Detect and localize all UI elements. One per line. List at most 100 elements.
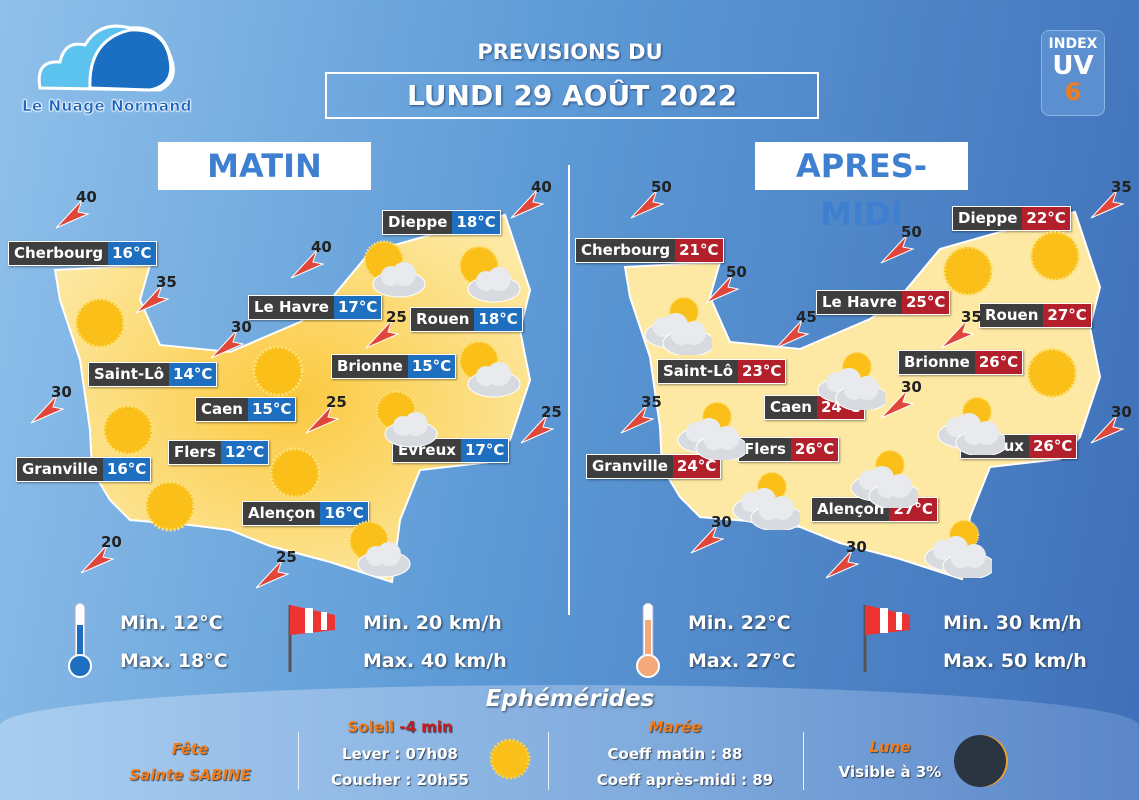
- city-name: Rouen: [980, 304, 1044, 327]
- city-name: Alençon: [243, 502, 321, 525]
- city-name: Dieppe: [383, 211, 453, 234]
- morning-wind-max: Max. 40 km/h: [363, 650, 507, 672]
- afternoon-temp-min: Min. 22°C: [688, 612, 791, 634]
- forecast-date: LUNDI 29 AOÛT 2022: [325, 72, 819, 119]
- wind-speed: 40: [76, 188, 97, 206]
- cloud-sun-icon: [848, 448, 922, 510]
- morning-temp-min: Min. 12°C: [120, 612, 223, 634]
- city-temp: 17°C: [460, 439, 509, 462]
- fete-name: Sainte SABINE: [129, 766, 251, 784]
- city-temp: 16°C: [108, 242, 156, 265]
- cloud-sun-icon: [815, 350, 889, 412]
- divider: [803, 732, 804, 790]
- wind-speed: 30: [51, 383, 72, 401]
- divider: [298, 732, 299, 790]
- city-name: Granville: [17, 458, 103, 481]
- wind-speed: 45: [796, 308, 817, 326]
- cloud-sun-icon: [935, 395, 1009, 457]
- windsock-icon: [288, 605, 335, 672]
- wind-arrow-icon: 40: [507, 178, 567, 232]
- wind-speed: 25: [541, 403, 562, 421]
- city-temp: 22°C: [1022, 207, 1070, 230]
- morning-wind-min: Min. 20 km/h: [363, 612, 502, 634]
- tide-coeff-morning: Coeff matin : 88: [607, 745, 743, 763]
- wind-speed: 50: [726, 263, 747, 281]
- city-name: Flers: [739, 438, 791, 461]
- wind-speed: 50: [901, 223, 922, 241]
- city-temp: 16°C: [320, 502, 368, 525]
- city-temp: 15°C: [247, 398, 296, 421]
- wind-speed: 30: [231, 318, 252, 336]
- morning-title: MATIN: [158, 142, 371, 190]
- sun-cloud-icon: [372, 390, 442, 450]
- city-temp: 21°C: [675, 239, 723, 262]
- city-label: Brionne 15°C: [331, 354, 457, 379]
- wind-arrow-icon: 45: [772, 308, 832, 362]
- city-label: Brionne 26°C: [898, 350, 1024, 375]
- afternoon-title: APRES-MIDI: [755, 142, 968, 233]
- wind-speed: 35: [961, 308, 982, 326]
- city-label: Alençon 16°C: [242, 501, 369, 526]
- maree-label: Marée: [648, 718, 702, 736]
- city-label: Le Havre 17°C: [248, 295, 383, 320]
- sun-icon: [1025, 228, 1095, 288]
- wind-arrow-icon: 30: [687, 513, 747, 567]
- afternoon-temp-max: Max. 27°C: [688, 650, 796, 672]
- city-label: Cherbourg 21°C: [575, 238, 724, 263]
- cloud-sun-icon: [922, 518, 996, 580]
- sun-icon: [938, 243, 1008, 303]
- wind-speed: 40: [531, 178, 552, 196]
- fete-label: Fête: [171, 740, 209, 758]
- wind-speed: 20: [101, 533, 122, 551]
- wind-arrow-icon: 20: [77, 533, 137, 587]
- morning-temp-max: Max. 18°C: [120, 650, 228, 672]
- city-label: Le Havre 25°C: [816, 290, 951, 315]
- city-name: Le Havre: [249, 296, 334, 319]
- city-label: Flers 12°C: [168, 440, 270, 465]
- divider: [568, 165, 570, 615]
- sun-icon: [1022, 345, 1092, 405]
- wind-speed: 35: [641, 393, 662, 411]
- wind-speed: 25: [386, 308, 407, 326]
- wind-arrow-icon: 30: [207, 318, 267, 372]
- sun-icon: [140, 478, 210, 538]
- city-name: Rouen: [411, 308, 475, 331]
- city-temp: 16°C: [102, 458, 151, 481]
- city-name: Cherbourg: [9, 242, 109, 265]
- soleil-label: Soleil: [347, 718, 395, 736]
- uv-index-badge: INDEX UV 6: [1041, 30, 1105, 116]
- wind-arrow-icon: 50: [702, 263, 762, 317]
- forecast-subtitle: PREVISIONS DU: [477, 40, 663, 64]
- wind-arrow-icon: 30: [27, 383, 87, 437]
- sun-icon: [248, 343, 318, 403]
- uv-label: UV: [1052, 51, 1094, 81]
- city-temp: 26°C: [1028, 435, 1077, 458]
- city-label: Rouen 18°C: [410, 307, 523, 332]
- city-temp: 23°C: [738, 360, 786, 383]
- sun-icon: [98, 402, 168, 462]
- uv-label-index: INDEX: [1048, 36, 1098, 52]
- city-name: Granville: [587, 455, 673, 478]
- city-label: Saint-Lô 14°C: [88, 362, 218, 387]
- city-temp: 18°C: [474, 308, 522, 331]
- sun-icon: [489, 738, 531, 780]
- ephemerides-title: Ephémérides: [485, 686, 655, 712]
- sunset: Coucher : 20h55: [330, 771, 469, 789]
- sun-cloud-icon: [345, 520, 415, 580]
- sun-icon: [70, 295, 140, 355]
- city-temp: 12°C: [220, 441, 269, 464]
- wind-speed: 35: [1111, 178, 1132, 196]
- wind-arrow-icon: 30: [877, 378, 937, 432]
- city-name: Brionne: [332, 355, 408, 378]
- city-name: Alençon: [812, 498, 890, 521]
- thermometer-warm-icon: [636, 602, 660, 678]
- wind-speed: 25: [326, 393, 347, 411]
- city-temp: 14°C: [169, 363, 217, 386]
- wind-arrow-icon: 35: [1087, 178, 1139, 232]
- city-temp: 18°C: [452, 211, 500, 234]
- wind-speed: 30: [901, 378, 922, 396]
- city-temp: 26°C: [974, 351, 1023, 374]
- tide-coeff-afternoon: Coeff après-midi : 89: [596, 771, 774, 789]
- city-label: Cherbourg 16°C: [8, 241, 157, 266]
